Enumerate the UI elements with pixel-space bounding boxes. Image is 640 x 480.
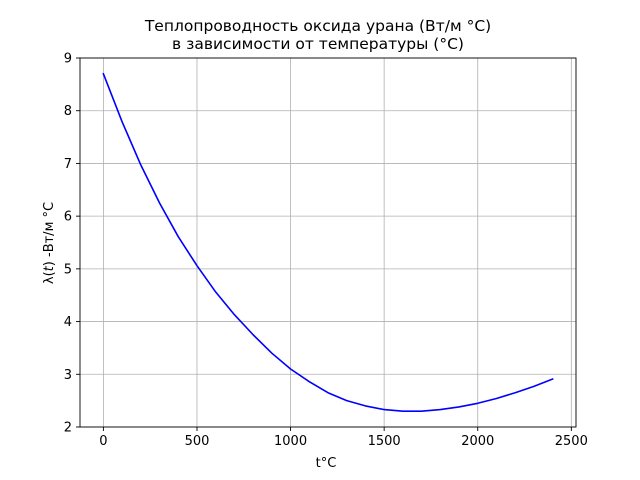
- y-axis-label-suffix: ) -Вт/м °С: [42, 202, 57, 266]
- y-tick-label: 6: [64, 210, 72, 225]
- y-axis-label: λ(t) -Вт/м °С: [42, 202, 57, 284]
- x-tick-label: 500: [185, 434, 210, 449]
- y-tick-label: 8: [64, 104, 72, 119]
- y-tick-label: 4: [64, 315, 72, 330]
- y-tick-label: 7: [64, 157, 72, 172]
- x-tick-label: 1000: [274, 434, 307, 449]
- plot-frame: [79, 57, 577, 428]
- axes: [79, 57, 577, 428]
- x-axis-ticks: 0 500 1000 1500 2000 2500: [99, 427, 588, 449]
- x-tick-label: 1500: [368, 434, 401, 449]
- y-axis-label-variable: t: [42, 265, 57, 271]
- y-axis-ticks: 2 3 4 5 6 7 8 9: [64, 52, 80, 436]
- x-tick-label: 2000: [461, 434, 494, 449]
- y-tick-label: 2: [64, 421, 72, 436]
- x-tick-label: 2500: [555, 434, 588, 449]
- y-tick-label: 9: [64, 52, 72, 67]
- x-tick-label: 0: [99, 434, 107, 449]
- x-axis-label: t°C: [316, 456, 337, 471]
- series-line-1: [102, 72, 554, 412]
- chart-title-line-1: Теплопроводность оксида урана (Вт/м °С): [144, 17, 491, 35]
- chart-title-line-2: в зависимости от температуры (°С): [172, 35, 464, 53]
- y-tick-label: 3: [64, 368, 72, 383]
- y-tick-label: 5: [64, 262, 72, 277]
- series-layer: [102, 72, 554, 412]
- y-axis-label-prefix: λ(: [42, 271, 57, 284]
